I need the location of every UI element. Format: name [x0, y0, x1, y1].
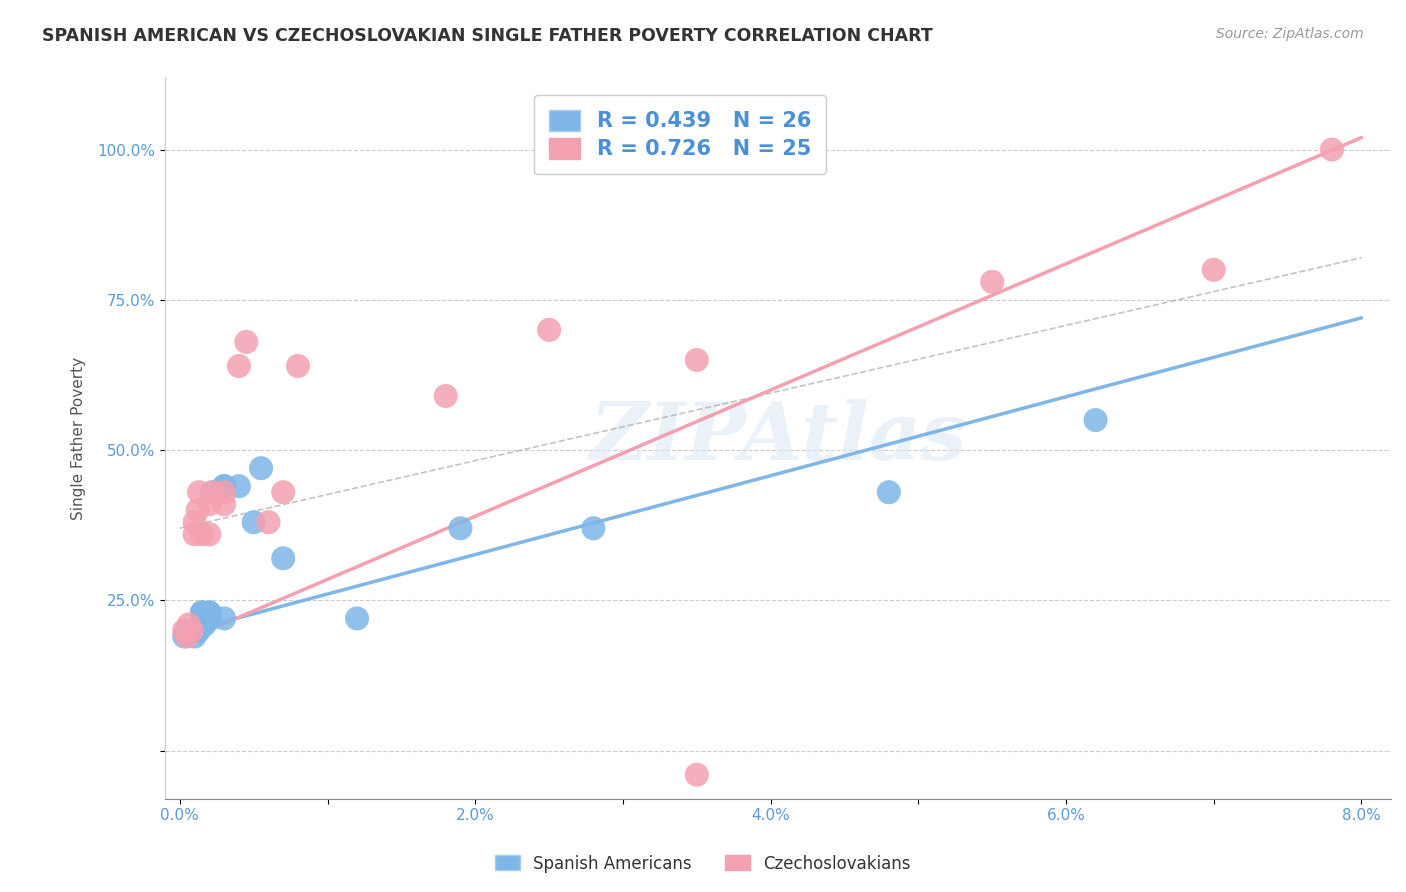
Text: ZIPAtlas: ZIPAtlas: [589, 400, 967, 477]
Point: [212, 611, 235, 625]
Point: [187, 503, 209, 517]
Point: [191, 606, 214, 620]
Point: [287, 359, 309, 373]
Point: [250, 461, 273, 475]
Point: [183, 527, 205, 541]
Point: [198, 497, 221, 511]
Point: [187, 624, 209, 638]
Point: [177, 617, 200, 632]
Y-axis label: Single Father Poverty: Single Father Poverty: [72, 357, 86, 520]
Point: [212, 479, 235, 493]
Text: Source: ZipAtlas.com: Source: ZipAtlas.com: [1216, 27, 1364, 41]
Legend: R = 0.439   N = 26, R = 0.726   N = 25: R = 0.439 N = 26, R = 0.726 N = 25: [534, 95, 825, 174]
Point: [193, 617, 215, 632]
Point: [180, 624, 202, 638]
Point: [180, 624, 202, 638]
Point: [212, 497, 235, 511]
Point: [212, 479, 235, 493]
Point: [228, 359, 250, 373]
Point: [1202, 262, 1225, 277]
Point: [198, 606, 221, 620]
Point: [188, 624, 211, 638]
Point: [176, 630, 198, 644]
Point: [201, 485, 224, 500]
Point: [346, 611, 368, 625]
Point: [191, 527, 214, 541]
Point: [538, 323, 561, 337]
Legend: Spanish Americans, Czechoslovakians: Spanish Americans, Czechoslovakians: [488, 848, 918, 880]
Point: [981, 275, 1004, 289]
Point: [1084, 413, 1107, 427]
Point: [176, 624, 198, 638]
Point: [201, 485, 224, 500]
Point: [228, 479, 250, 493]
Point: [198, 606, 221, 620]
Point: [183, 630, 205, 644]
Point: [235, 334, 257, 349]
Point: [582, 521, 605, 535]
Point: [271, 551, 294, 566]
Point: [1320, 143, 1343, 157]
Point: [188, 485, 211, 500]
Point: [686, 768, 709, 782]
Point: [198, 611, 221, 625]
Point: [173, 624, 195, 638]
Point: [173, 630, 195, 644]
Point: [242, 515, 264, 529]
Point: [271, 485, 294, 500]
Point: [450, 521, 472, 535]
Point: [212, 485, 235, 500]
Text: SPANISH AMERICAN VS CZECHOSLOVAKIAN SINGLE FATHER POVERTY CORRELATION CHART: SPANISH AMERICAN VS CZECHOSLOVAKIAN SING…: [42, 27, 934, 45]
Point: [434, 389, 457, 403]
Point: [877, 485, 900, 500]
Point: [191, 606, 214, 620]
Point: [198, 527, 221, 541]
Point: [183, 515, 205, 529]
Point: [194, 617, 217, 632]
Point: [257, 515, 280, 529]
Point: [686, 353, 709, 368]
